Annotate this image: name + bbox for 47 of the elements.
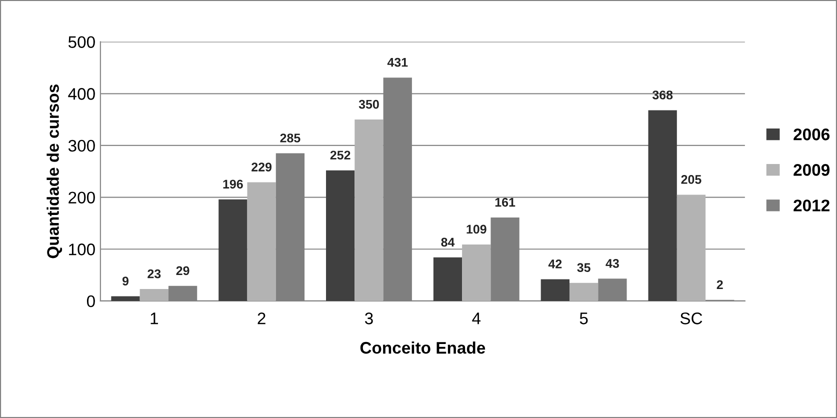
data-label: 196 xyxy=(223,180,243,189)
data-label: 42 xyxy=(548,260,562,268)
x-tick-label: 4 xyxy=(472,312,481,324)
x-tick-label: 2 xyxy=(258,312,266,324)
legend-label: 2009 xyxy=(794,164,830,176)
data-label: 29 xyxy=(176,266,190,276)
x-tick-label: 5 xyxy=(580,312,588,324)
data-label: 285 xyxy=(280,134,300,142)
y-tick-label: 400 xyxy=(68,88,95,100)
bar xyxy=(540,279,570,301)
y-tick-label: 200 xyxy=(68,192,95,204)
data-label: 9 xyxy=(122,276,129,286)
data-label: 43 xyxy=(606,259,619,268)
bar xyxy=(676,194,706,301)
data-label: 205 xyxy=(681,175,702,184)
data-label: 84 xyxy=(441,238,455,247)
x-tick-label: SC xyxy=(680,312,702,324)
y-tick-label: 0 xyxy=(86,295,95,308)
bar xyxy=(569,282,598,301)
bar xyxy=(648,110,677,301)
bar xyxy=(218,199,248,301)
data-label: 161 xyxy=(495,198,516,207)
x-tick-label: 3 xyxy=(364,312,373,324)
bar xyxy=(140,289,168,301)
legend-label: 2006 xyxy=(794,128,830,140)
data-label: 229 xyxy=(252,162,272,172)
data-label: 23 xyxy=(148,269,161,278)
data-label: 109 xyxy=(466,224,486,234)
bar xyxy=(326,170,355,301)
data-label: 252 xyxy=(330,150,350,160)
data-label: 350 xyxy=(358,100,379,109)
data-label: 431 xyxy=(387,58,408,67)
data-label: 2 xyxy=(716,280,723,289)
data-label: 368 xyxy=(652,90,673,100)
data-label: 35 xyxy=(577,263,590,272)
bar xyxy=(462,244,491,301)
y-tick-label: 500 xyxy=(68,36,95,48)
bar xyxy=(247,182,276,301)
bar xyxy=(354,120,384,301)
x-axis-title: Conceito Enade xyxy=(360,341,486,354)
y-tick-label: 300 xyxy=(68,140,95,152)
y-axis-title: Quantidade de cursos xyxy=(46,84,62,258)
legend-label: 2012 xyxy=(794,200,830,212)
bar xyxy=(111,296,140,301)
y-tick-label: 100 xyxy=(69,244,95,256)
x-tick-label: 1 xyxy=(150,312,158,324)
bar xyxy=(433,257,462,301)
